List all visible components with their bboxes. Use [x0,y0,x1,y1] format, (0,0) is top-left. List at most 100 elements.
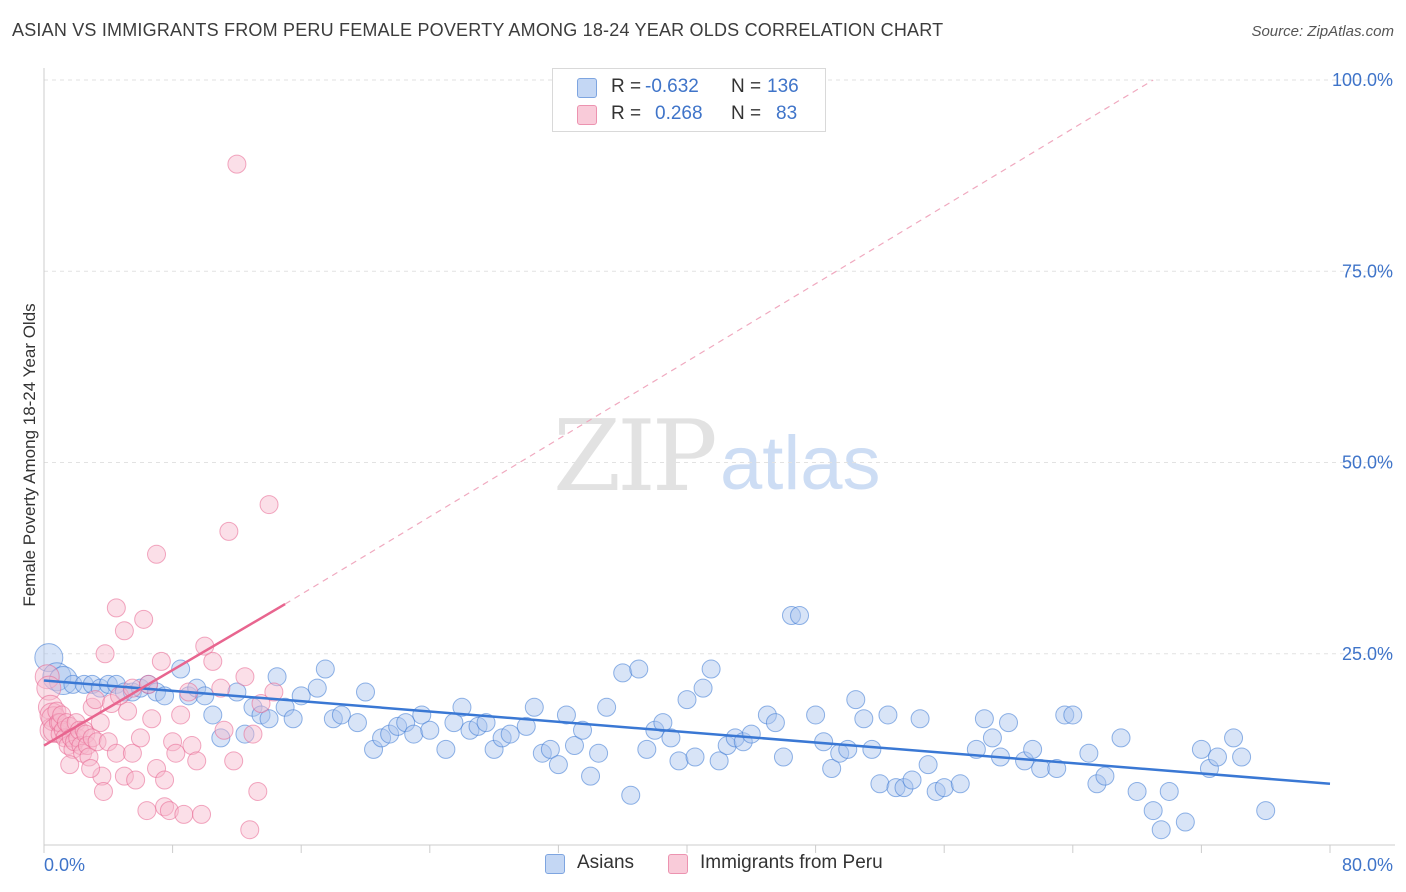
bottom-legend-swatch-asians [545,854,565,874]
peru-point [211,678,231,698]
asian-point [982,728,1002,748]
asian-point [677,690,697,710]
asian-point [701,659,721,679]
asian-point [540,739,560,759]
asian-point [934,778,954,798]
peru-point [227,154,247,174]
y-tick-label: 25.0% [1342,644,1393,664]
peru-point [243,724,263,744]
peru-point [92,766,112,786]
peru-point [50,713,70,733]
x-tick-label: 0.0% [44,855,85,875]
peru-point [264,682,284,702]
asian-point [548,755,568,775]
asian-point [1175,812,1195,832]
asian-point [315,659,335,679]
peru-point [81,759,101,778]
peru-trend-extension [284,79,1154,605]
asian-point [757,705,777,725]
asian-point [693,678,713,698]
bottom-legend-label-peru: Immigrants from Peru [700,852,883,873]
chart-title: ASIAN VS IMMIGRANTS FROM PERU FEMALE POV… [12,20,944,40]
asian-point [1143,801,1163,821]
y-tick-label: 100.0% [1332,70,1393,90]
asian-point [1232,747,1252,767]
peru-point [134,609,154,629]
asian-point [404,724,424,744]
legend-swatch-peru [577,105,597,125]
asian-point [1047,759,1067,778]
asian-point [902,770,922,790]
peru-point [114,766,134,786]
asian-point [886,778,906,798]
y-tick-label: 50.0% [1342,453,1393,473]
peru-point [147,544,167,564]
legend-r-label: R = [611,76,642,97]
asian-point [516,716,536,736]
asian-point [910,709,930,729]
asian-point [846,690,866,710]
peru-point [114,621,134,641]
asian-point [283,709,303,729]
peru-point [71,736,91,756]
asian-point [661,728,681,748]
peru-point [171,705,191,725]
x-tick-label: 80.0% [1342,855,1393,875]
asian-point [573,720,593,740]
peru-point [95,644,115,664]
peru-point [166,743,186,763]
asian-point [894,778,914,798]
asian-point [613,663,633,683]
legend-n-value-asians: 136 [767,76,799,97]
asian-point [452,697,472,717]
asian-point [211,728,231,748]
asian-point [364,739,384,759]
peru-point [151,651,171,671]
asian-point [1023,739,1043,759]
legend-n-label: N = [731,76,762,97]
asian-point [870,774,890,794]
asian-point [1095,766,1115,786]
watermark-zip: ZIP [553,400,718,514]
legend-n-value-peru: 83 [776,103,798,124]
asian-point [476,713,496,733]
asian-point [581,766,601,786]
peru-point [203,651,223,671]
asian-point [822,759,842,778]
peru-point [174,804,194,824]
asian-point [106,674,126,694]
peru-point [122,743,142,763]
peru-point [192,804,212,824]
asian-point [1151,820,1171,840]
bottom-legend-swatch-peru [668,854,688,874]
source-credit[interactable]: Source: ZipAtlas.com [1251,23,1394,40]
asian-point [669,751,689,771]
asian-point [621,785,641,805]
peru-point [163,732,183,752]
asian-point [1191,739,1211,759]
peru-point [137,801,157,821]
asian-point [556,705,576,725]
asian-point [854,709,874,729]
asian-point [380,724,400,744]
asian-point [838,739,858,759]
peru-point [187,751,207,771]
asian-point [1063,705,1083,725]
asian-point [918,755,938,775]
asian-point [1111,728,1131,748]
asian-point [741,724,761,744]
asian-point [653,713,673,733]
asian-point [275,697,295,717]
asian-point [950,774,970,794]
asian-point [524,697,544,717]
asian-point [203,705,223,725]
peru-point [219,521,239,541]
peru-point [106,598,126,618]
asian-point [974,709,994,729]
peru-point [240,820,260,840]
asian-point [1256,801,1276,821]
asian-point [500,724,520,744]
legend-r-value-asians: -0.632 [645,76,699,97]
asian-point [806,705,826,725]
